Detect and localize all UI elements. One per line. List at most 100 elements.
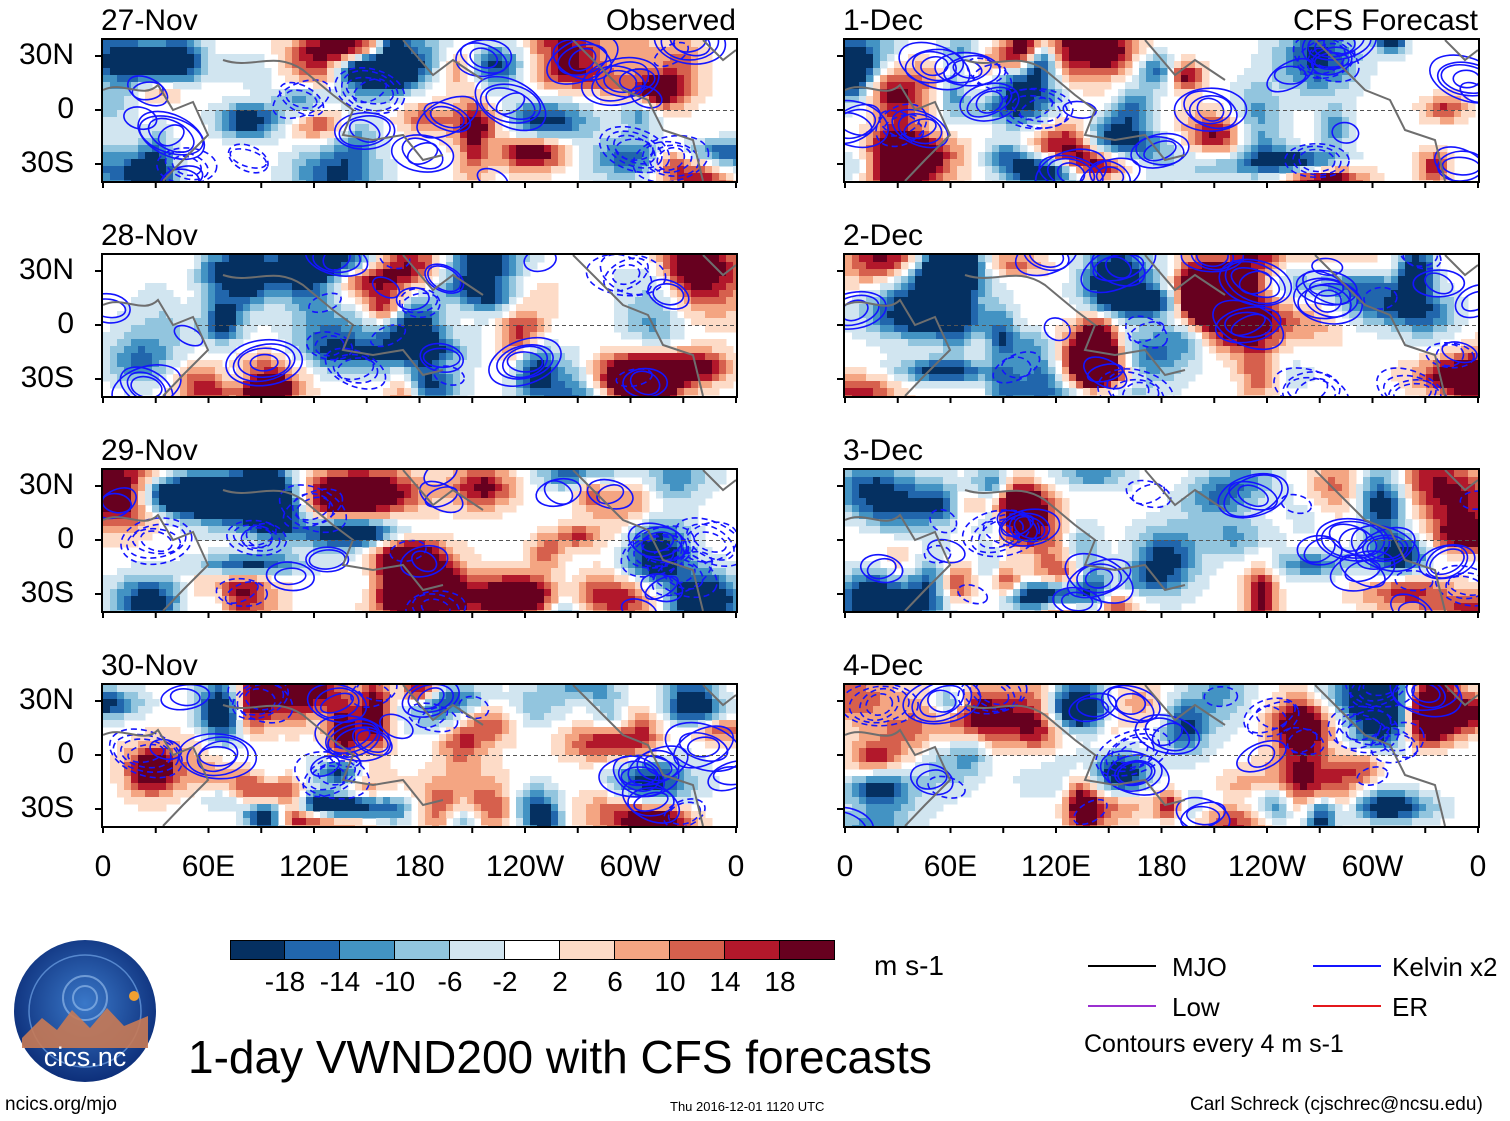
heatmap-30-nov	[103, 685, 736, 826]
colorbar-swatch	[505, 940, 560, 960]
cics-logo-graphic: cics.nc	[14, 940, 156, 1082]
coastlines	[845, 255, 1478, 396]
lon-tick-label: 60E	[181, 850, 236, 883]
panel-date-4-dec: 4-Dec	[843, 649, 924, 682]
heatmap-2-dec	[845, 255, 1478, 396]
legend-label-kelvin: Kelvin x2	[1392, 952, 1498, 982]
footer-timestamp: Thu 2016-12-01 1120 UTC	[670, 1099, 825, 1114]
colorbar-tick-label: -14	[319, 966, 361, 997]
colorbar-tick-label: 2	[552, 966, 568, 997]
lon-tick-label: 0	[727, 850, 745, 883]
colorbar-swatch	[285, 940, 340, 960]
axis-ticks	[95, 485, 737, 618]
footer-author: Carl Schreck (cjschrec@ncsu.edu)	[1190, 1094, 1483, 1115]
panel-date-30-nov: 30-Nov	[101, 649, 198, 682]
map-panel-29-nov	[103, 470, 736, 611]
kelvin-contours	[103, 255, 690, 396]
lat-tick-label: 30S	[20, 146, 74, 179]
axis-ticks	[95, 270, 737, 403]
colorbar-swatch	[615, 940, 670, 960]
legend-label-er: ER	[1392, 992, 1429, 1022]
panel-date-2-dec: 2-Dec	[843, 219, 924, 252]
lat-tick-label: 30S	[20, 791, 74, 824]
lon-tick-label: 60W	[599, 850, 662, 883]
map-panel-4-dec	[845, 685, 1478, 826]
lat-tick-label: 0	[57, 737, 74, 770]
heatmap-27-nov	[103, 40, 736, 181]
legend-line-kelvin	[1313, 965, 1381, 967]
axis-ticks	[837, 55, 1479, 188]
coastlines	[103, 255, 736, 396]
cics-logo: cics.nc	[12, 938, 158, 1084]
legend-label-mjo: MJO	[1172, 952, 1227, 982]
panel-date-3-dec: 3-Dec	[843, 434, 924, 467]
coastlines	[845, 470, 1478, 611]
lon-tick-label: 180	[394, 850, 445, 883]
kelvin-contours	[123, 40, 727, 181]
main-title: 1-day VWND200 with CFS forecasts	[188, 1031, 932, 1083]
lon-tick-label: 120W	[1227, 850, 1307, 883]
legend-line-er	[1313, 1005, 1381, 1007]
map-panel-30-nov	[103, 685, 736, 826]
lon-tick-label: 0	[836, 850, 854, 883]
axis-ticks	[837, 270, 1479, 403]
axis-ticks	[837, 700, 1479, 833]
lat-tick-label: 0	[57, 522, 74, 555]
lat-tick-label: 30S	[20, 576, 74, 609]
forecast-label: CFS Forecast	[1292, 4, 1478, 37]
colorbar-units: m s-1	[874, 950, 944, 981]
panel-date-27-nov: 27-Nov	[101, 4, 198, 37]
coastlines	[103, 685, 736, 826]
map-panel-27-nov	[103, 40, 736, 181]
lat-tick-label: 30N	[18, 253, 74, 286]
colorbar-swatch	[340, 940, 395, 960]
axis-ticks	[95, 700, 737, 833]
coastlines	[845, 40, 1478, 181]
colorbar-tick-label: -6	[437, 966, 463, 997]
colorbar-swatch	[725, 940, 780, 960]
logo-text: cics.nc	[44, 1042, 127, 1072]
lon-tick-label: 60E	[923, 850, 978, 883]
colorbar-tick-label: -2	[492, 966, 518, 997]
heatmap-28-nov	[103, 255, 736, 396]
colorbar-swatch	[450, 940, 505, 960]
lat-tick-label: 30N	[18, 468, 74, 501]
legend-line-low	[1088, 1005, 1156, 1007]
panel-date-28-nov: 28-Nov	[101, 219, 198, 252]
lon-tick-label: 180	[1136, 850, 1187, 883]
lon-tick-label: 0	[1469, 850, 1487, 883]
lat-tick-label: 0	[57, 307, 74, 340]
map-panel-2-dec	[845, 255, 1478, 396]
legend-label-low: Low	[1172, 992, 1220, 1022]
panel-date-1-dec: 1-Dec	[843, 4, 924, 37]
coastlines	[103, 470, 736, 611]
lat-tick-label: 0	[57, 92, 74, 125]
map-panel-28-nov	[103, 255, 736, 396]
lon-tick-label: 120E	[278, 850, 350, 883]
footer-website[interactable]: ncics.org/mjo	[5, 1094, 117, 1115]
panel-date-29-nov: 29-Nov	[101, 434, 198, 467]
lat-tick-label: 30N	[18, 683, 74, 716]
map-panel-1-dec	[845, 40, 1478, 181]
colorbar-tick-label: 10	[654, 966, 686, 997]
lon-tick-label: 120E	[1020, 850, 1092, 883]
colorbar-tick-label: 14	[709, 966, 741, 997]
colorbar-swatch	[780, 940, 835, 960]
observed-label: Observed	[605, 4, 736, 37]
colorbar-tick-label: 18	[764, 966, 796, 997]
colorbar-swatch	[560, 940, 615, 960]
heatmap-29-nov	[103, 470, 736, 611]
colorbar-swatch	[670, 940, 725, 960]
legend-line-mjo	[1088, 965, 1156, 967]
kelvin-contours	[845, 40, 1478, 181]
colorbar-tick-label: -18	[264, 966, 306, 997]
axis-ticks	[837, 485, 1479, 618]
colorbar-tick-label: -10	[374, 966, 416, 997]
lat-tick-label: 30S	[20, 361, 74, 394]
heatmap-3-dec	[845, 470, 1478, 611]
colorbar-tick-label: 6	[607, 966, 623, 997]
contour-note: Contours every 4 m s-1	[1084, 1030, 1344, 1058]
heatmap-4-dec	[845, 685, 1478, 826]
lon-tick-label: 0	[94, 850, 112, 883]
colorbar-swatch	[230, 940, 285, 960]
